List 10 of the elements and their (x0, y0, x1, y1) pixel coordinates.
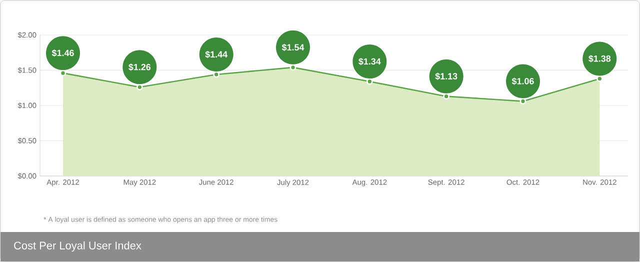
text: Cost Per Loyal User Index (14, 241, 142, 252)
data-label: $1.34 (358, 58, 381, 66)
data-label: $1.38 (588, 55, 611, 62)
point (520, 98, 526, 104)
data-label: $1.06 (512, 78, 534, 85)
data-label: $1.44 (205, 50, 228, 58)
data-label: $1.13 (435, 72, 458, 80)
data-label: $1.46 (52, 49, 74, 57)
data-label: $1.26 (128, 64, 151, 71)
data-label: $1.54 (282, 44, 304, 52)
